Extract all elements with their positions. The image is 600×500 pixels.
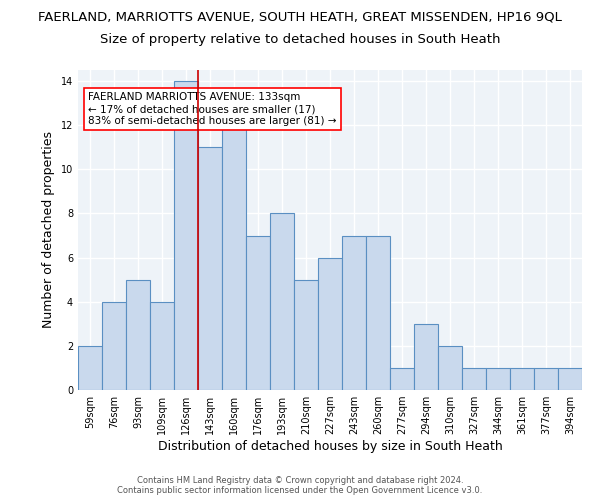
Bar (390, 368, 414, 390)
Text: Contains HM Land Registry data © Crown copyright and database right 2024.
Contai: Contains HM Land Registry data © Crown c… (118, 476, 482, 495)
Bar (510, 368, 534, 390)
Text: Size of property relative to detached houses in South Heath: Size of property relative to detached ho… (100, 32, 500, 46)
Bar (366, 236, 390, 390)
Bar (318, 258, 342, 390)
Bar (126, 280, 150, 390)
Bar (294, 280, 318, 390)
Text: FAERLAND, MARRIOTTS AVENUE, SOUTH HEATH, GREAT MISSENDEN, HP16 9QL: FAERLAND, MARRIOTTS AVENUE, SOUTH HEATH,… (38, 10, 562, 23)
Bar (246, 236, 270, 390)
Bar (342, 236, 366, 390)
Bar (462, 368, 486, 390)
Bar (270, 214, 294, 390)
Bar (534, 368, 558, 390)
Bar (222, 103, 246, 390)
Bar (198, 147, 222, 390)
X-axis label: Distribution of detached houses by size in South Heath: Distribution of detached houses by size … (158, 440, 502, 453)
Bar (150, 302, 174, 390)
Bar (486, 368, 510, 390)
Bar (78, 346, 102, 390)
Bar (438, 346, 462, 390)
Bar (174, 81, 198, 390)
Bar (414, 324, 438, 390)
Y-axis label: Number of detached properties: Number of detached properties (42, 132, 55, 328)
Bar (102, 302, 126, 390)
Text: FAERLAND MARRIOTTS AVENUE: 133sqm
← 17% of detached houses are smaller (17)
83% : FAERLAND MARRIOTTS AVENUE: 133sqm ← 17% … (88, 92, 337, 126)
Bar (558, 368, 582, 390)
